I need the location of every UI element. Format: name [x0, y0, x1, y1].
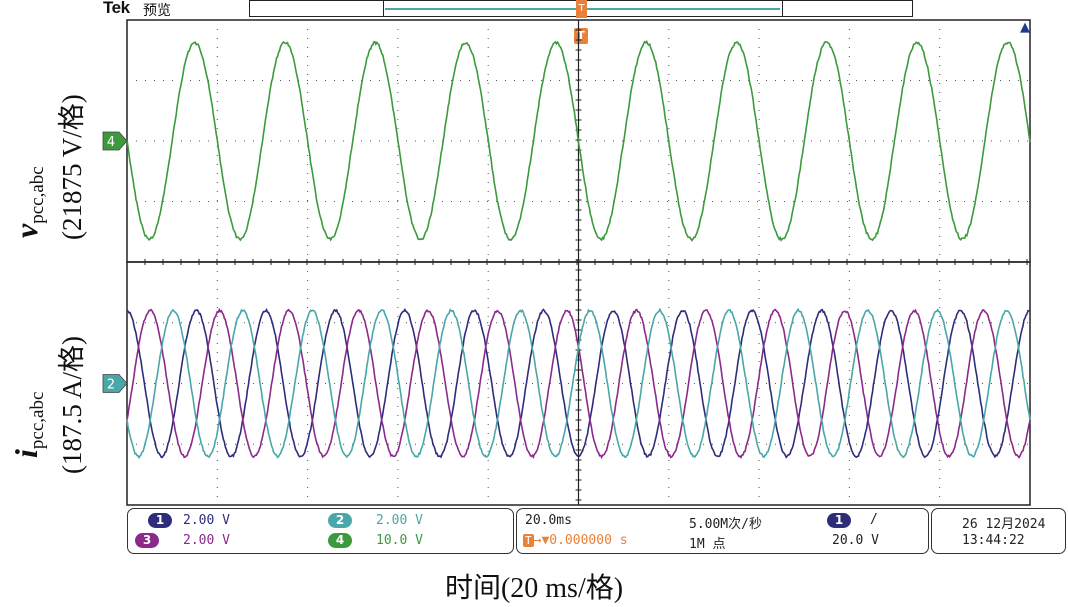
trigger-offset-value: 0.000000 s — [549, 533, 627, 548]
trigger-offset-marker: T →▼0.000000 s — [523, 533, 628, 548]
date-time-panel: 26 12月2024 13:44:22 — [931, 508, 1066, 554]
ch4-ground-marker-icon: 4 — [103, 132, 127, 150]
trigger-slope-icon: / — [870, 512, 878, 527]
date: 26 12月2024 — [962, 513, 1045, 532]
ch4-badge[interactable]: 4 — [328, 533, 352, 548]
sample-rate: 5.00M次/秒 — [689, 513, 762, 532]
ch2-ground-marker-icon-label: 2 — [107, 378, 115, 393]
ch3-scale: 2.00 V — [183, 533, 230, 548]
ch1-scale: 2.00 V — [183, 513, 230, 528]
trigger-offset-icon: T — [523, 534, 534, 547]
ch1-badge[interactable]: 1 — [148, 513, 172, 528]
ch2-badge[interactable]: 2 — [328, 513, 352, 528]
plot-grid — [127, 20, 1030, 505]
acquisition-panel[interactable]: 20.0ms 5.00M次/秒 1 / T →▼0.000000 s 1M 点 2… — [516, 508, 929, 554]
ch2-ground-marker-icon: 2 — [103, 375, 127, 393]
ground-markers: 42 — [103, 132, 127, 393]
timebase: 20.0ms — [525, 513, 572, 528]
x-axis-label: 时间(20 ms/格) — [0, 566, 1068, 606]
ch2-scale: 2.00 V — [376, 513, 423, 528]
ch4-scale: 10.0 V — [376, 533, 423, 548]
trigger-source-badge[interactable]: 1 — [827, 513, 851, 528]
trigger-level: 20.0 V — [832, 533, 879, 548]
channel-settings-panel[interactable]: 1 2.00 V 2 2.00 V 3 2.00 V 4 10.0 V — [127, 508, 514, 554]
ch3-badge[interactable]: 3 — [135, 533, 159, 548]
time: 13:44:22 — [962, 533, 1025, 548]
record-length: 1M 点 — [689, 533, 725, 552]
ch4-ground-marker-icon-label: 4 — [107, 135, 115, 150]
